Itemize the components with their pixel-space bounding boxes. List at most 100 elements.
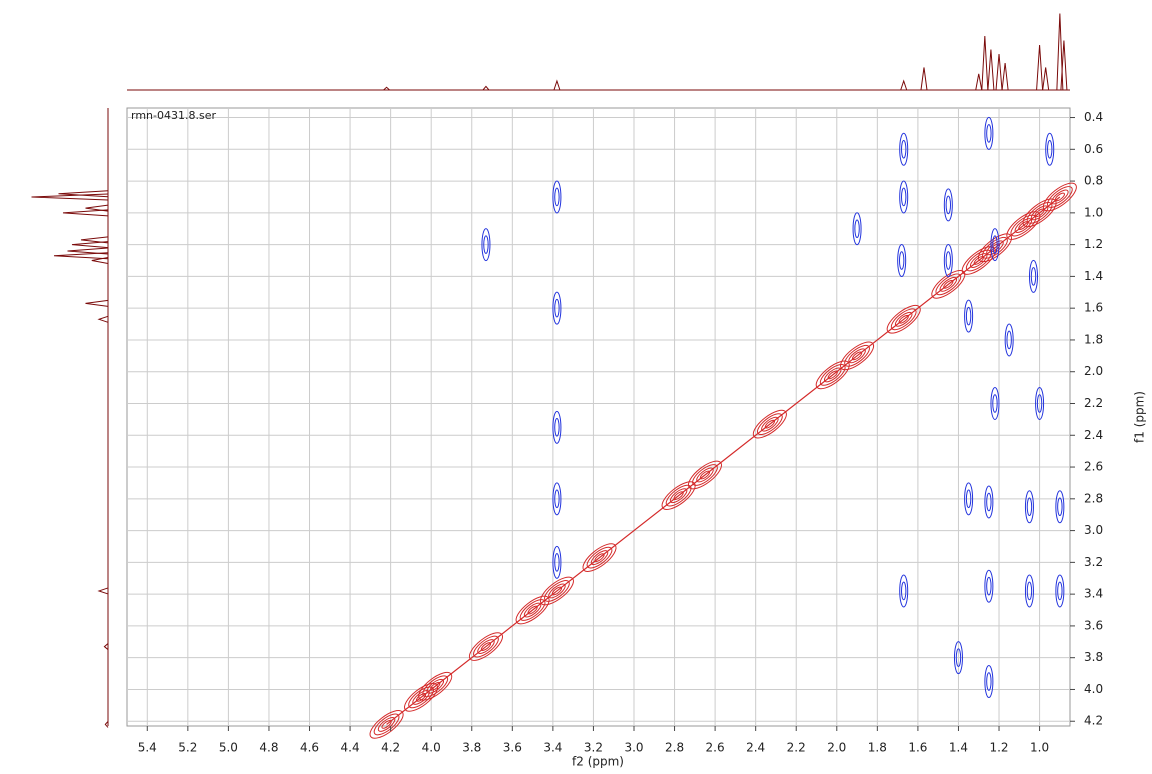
negative-peak bbox=[984, 116, 994, 150]
left-projection-peak bbox=[58, 190, 109, 198]
left-projection-peak bbox=[67, 247, 109, 255]
contour bbox=[992, 394, 998, 413]
negative-peak bbox=[552, 482, 562, 516]
contour bbox=[964, 299, 974, 333]
contour bbox=[1036, 394, 1043, 413]
x-tick-label: 3.4 bbox=[543, 741, 562, 755]
left-projection-peak bbox=[62, 209, 109, 217]
positive-peak bbox=[687, 460, 722, 490]
contour bbox=[984, 569, 994, 603]
contour bbox=[552, 410, 562, 444]
x-tick-label: 4.4 bbox=[341, 741, 360, 755]
negative-peak bbox=[1055, 574, 1065, 608]
contour bbox=[986, 576, 992, 596]
x-tick-label: 4.0 bbox=[422, 741, 441, 755]
contour bbox=[687, 460, 722, 490]
contour bbox=[481, 228, 491, 262]
contour bbox=[430, 681, 441, 691]
y-tick-label: 3.0 bbox=[1084, 523, 1103, 537]
contour bbox=[586, 546, 613, 569]
contour bbox=[815, 360, 850, 390]
y-tick-label: 1.0 bbox=[1084, 205, 1103, 219]
x-axis-label: f2 (ppm) bbox=[572, 755, 624, 769]
negative-peak bbox=[1004, 323, 1014, 357]
positive-peak bbox=[661, 481, 696, 510]
y-tick-label: 4.2 bbox=[1084, 714, 1103, 728]
top-projection-peak bbox=[1056, 13, 1064, 91]
contour bbox=[554, 187, 560, 207]
contour bbox=[935, 273, 962, 296]
y-tick-label: 2.2 bbox=[1084, 396, 1103, 410]
peaks bbox=[369, 116, 1077, 739]
contour bbox=[480, 642, 492, 651]
contour bbox=[901, 581, 907, 601]
negative-peak bbox=[964, 299, 974, 333]
plot-frame bbox=[126, 107, 1071, 727]
contour bbox=[1046, 186, 1073, 208]
left-projection-peak bbox=[53, 252, 109, 260]
top-projection-peak bbox=[383, 86, 390, 91]
x-tick-label: 1.8 bbox=[868, 741, 887, 755]
contour bbox=[986, 672, 992, 691]
contour bbox=[851, 351, 863, 361]
contour bbox=[1030, 267, 1037, 286]
contour bbox=[819, 364, 846, 386]
contour bbox=[1035, 386, 1045, 420]
top-projection-peak bbox=[900, 79, 908, 91]
contour bbox=[548, 583, 566, 599]
contour bbox=[890, 308, 917, 331]
contour bbox=[1047, 140, 1053, 159]
contour bbox=[515, 595, 550, 625]
x-tick-label: 5.0 bbox=[219, 741, 238, 755]
x-tick-label: 3.2 bbox=[584, 741, 603, 755]
contour bbox=[669, 488, 688, 504]
contour bbox=[752, 409, 787, 439]
y-axis-label: f1 (ppm) bbox=[1133, 391, 1147, 443]
top-projection-peak bbox=[553, 79, 561, 91]
contour bbox=[551, 586, 563, 596]
x-tick-label: 1.6 bbox=[908, 741, 927, 755]
y-tick-label: 0.6 bbox=[1084, 142, 1103, 156]
left-projection-peak bbox=[103, 643, 109, 650]
contour bbox=[519, 599, 546, 621]
contour bbox=[984, 665, 994, 699]
negative-peak bbox=[1055, 490, 1065, 524]
left-projection-peak bbox=[71, 241, 109, 249]
contour bbox=[673, 491, 684, 501]
contour bbox=[554, 489, 560, 509]
diagonal-ridge bbox=[386, 196, 1061, 725]
contour bbox=[590, 550, 609, 566]
contour bbox=[823, 367, 842, 383]
y-tick-label: 3.6 bbox=[1084, 618, 1103, 632]
left-projection-peak bbox=[97, 587, 109, 595]
contour bbox=[899, 180, 909, 214]
contour bbox=[381, 720, 392, 729]
positive-peak bbox=[752, 409, 787, 439]
x-tick-label: 3.0 bbox=[624, 741, 643, 755]
x-tick-label: 4.6 bbox=[300, 741, 319, 755]
negative-peak bbox=[984, 665, 994, 699]
negative-peak bbox=[1035, 386, 1045, 420]
negative-peak bbox=[897, 244, 907, 278]
contour bbox=[955, 648, 962, 667]
contour bbox=[986, 124, 992, 143]
negative-peak bbox=[481, 228, 491, 262]
contour bbox=[945, 251, 952, 270]
contour bbox=[901, 140, 907, 159]
contour bbox=[953, 641, 963, 675]
contour bbox=[523, 602, 542, 618]
contour bbox=[897, 244, 907, 278]
negative-peak bbox=[552, 410, 562, 444]
x-tick-label: 2.6 bbox=[706, 741, 725, 755]
contour bbox=[1024, 490, 1034, 524]
positive-peak bbox=[886, 304, 921, 334]
contour bbox=[665, 484, 692, 507]
negative-peak bbox=[1028, 259, 1038, 293]
y-tick-label: 0.4 bbox=[1084, 110, 1103, 124]
contour bbox=[977, 233, 1012, 263]
top-projection-peak bbox=[1042, 67, 1050, 91]
contour bbox=[468, 632, 503, 661]
negative-peak bbox=[984, 569, 994, 603]
contour bbox=[1045, 132, 1055, 166]
